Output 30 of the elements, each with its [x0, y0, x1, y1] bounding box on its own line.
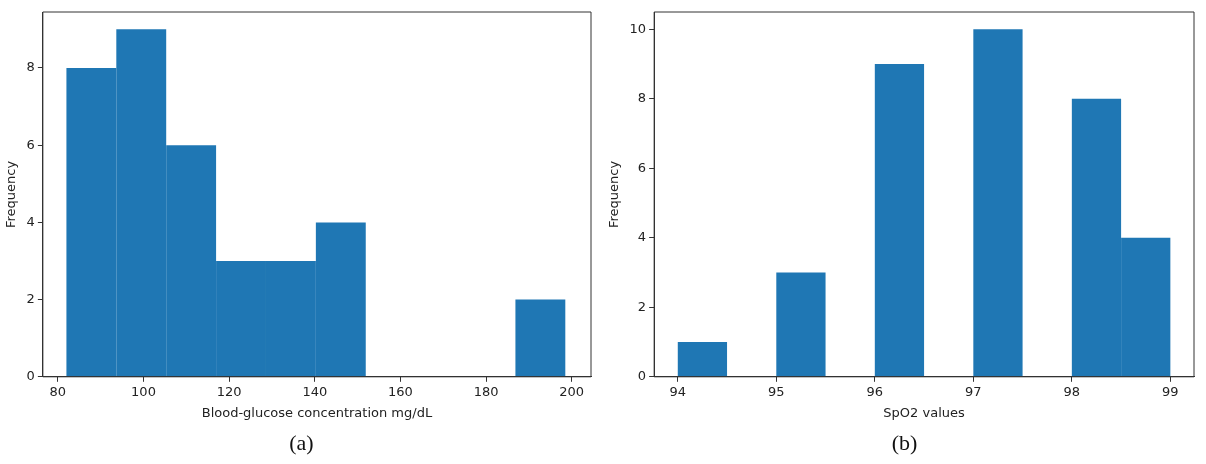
y-tick-label: 8 — [26, 59, 35, 75]
x-tick-label: 99 — [1162, 383, 1179, 399]
y-tick-label: 4 — [26, 213, 35, 229]
x-tick-label: 94 — [669, 383, 687, 399]
x-tick-label: 180 — [473, 383, 499, 399]
x-tick-label: 95 — [768, 383, 785, 399]
y-tick-label: 2 — [637, 298, 647, 314]
x-tick-label: 96 — [866, 383, 884, 399]
x-tick-label: 80 — [49, 383, 67, 399]
text: (b) — [890, 430, 919, 456]
y-tick-label: 10 — [629, 20, 647, 36]
y-tick-label: 8 — [637, 90, 647, 106]
x-tick-label: 100 — [131, 383, 156, 399]
y-axis-title: Frequency — [606, 160, 622, 228]
y-tick-label: 0 — [637, 368, 647, 384]
y-tick-label: 2 — [26, 290, 35, 306]
x-tick-label: 98 — [1063, 383, 1081, 399]
x-tick-label: 160 — [388, 383, 413, 399]
x-tick-label: 140 — [302, 383, 328, 399]
x-tick-label: 120 — [216, 383, 242, 399]
y-tick-label: 6 — [26, 136, 35, 152]
y-tick-label: 4 — [637, 229, 647, 245]
y-axis-title: Frequency — [3, 160, 19, 228]
y-tick-label: 0 — [26, 368, 35, 384]
x-tick-label: 200 — [559, 383, 585, 399]
x-axis-title: SpO2 values — [883, 404, 966, 420]
x-axis-title: Blood-glucose concentration mg/dL — [201, 404, 433, 420]
y-tick-label: 6 — [637, 159, 647, 175]
text: (a) — [288, 430, 315, 456]
x-tick-label: 97 — [965, 383, 982, 399]
